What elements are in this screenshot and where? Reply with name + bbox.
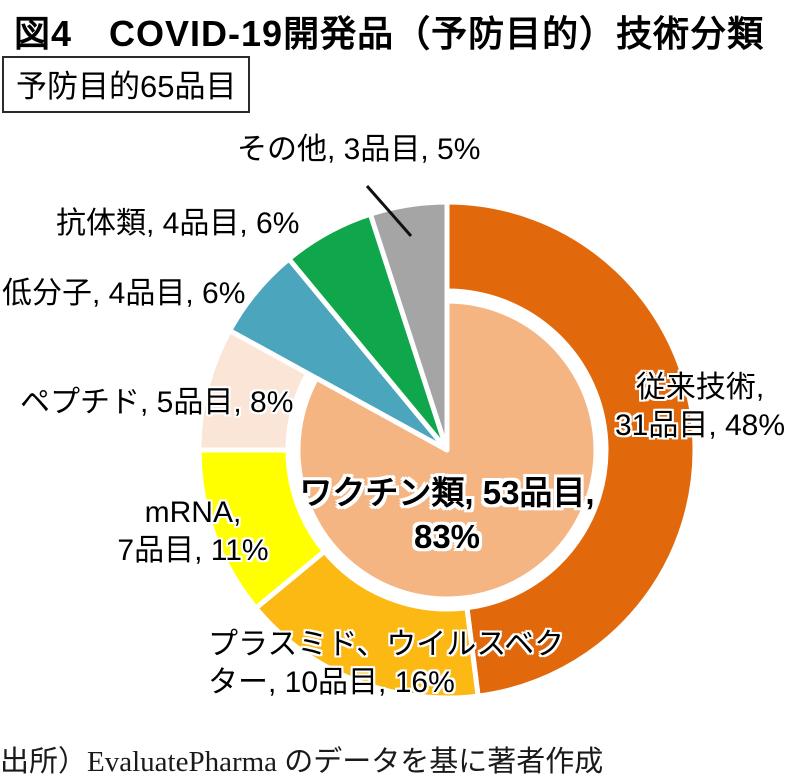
leader-line-sonota: [365, 185, 413, 237]
pie-segment-7: [367, 199, 450, 453]
segment-label-sonota: その他, 3品目, 5%: [237, 133, 481, 166]
segment-label-mrna: mRNA, 7品目, 11%: [117, 496, 269, 567]
segment-label-peptide: ペプチド, 5品目, 8%: [20, 386, 294, 419]
segment-label-teibunshi: 低分子, 4品目, 6%: [2, 277, 246, 310]
segment-label-koutairui: 抗体類, 4品目, 6%: [56, 207, 300, 240]
total-items-label: 予防目的65品目: [16, 69, 237, 104]
segment-label-juurai-gijutsu: 従来技術, 31品目, 48%: [614, 371, 786, 442]
segment-label-plasmid-vector: プラスミド、ウイルスベク ター, 10品目, 16%: [208, 628, 565, 699]
source-note: 出所）EvaluatePharma のデータを基に著者作成: [0, 746, 604, 778]
total-items-box: 予防目的65品目: [2, 56, 251, 113]
center-segment-label: ワクチン類, 53品目, 83%: [299, 474, 595, 555]
pie-center-segment: [295, 298, 599, 602]
pie-segment-1: [444, 199, 698, 699]
figure-title: 図4 COVID-19開発品（予防目的）技術分類: [14, 13, 765, 54]
